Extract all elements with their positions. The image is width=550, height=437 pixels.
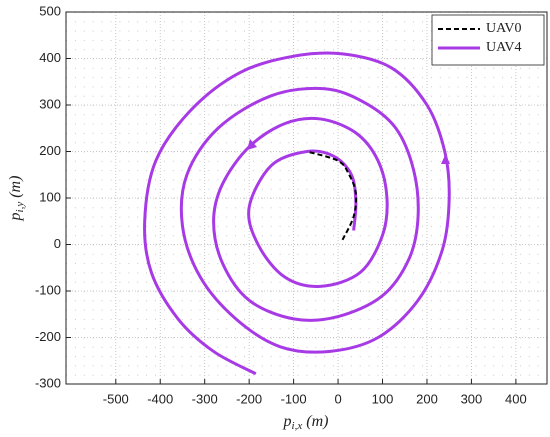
legend-label: UAV0 xyxy=(486,21,522,36)
y-tick-label: 200 xyxy=(39,143,61,158)
series-line xyxy=(306,150,358,241)
direction-arrow xyxy=(247,139,257,150)
y-tick-label: -200 xyxy=(35,329,61,344)
x-tick-label: 200 xyxy=(416,391,438,406)
y-tick-label: 100 xyxy=(39,189,61,204)
y-tick-label: 400 xyxy=(39,50,61,65)
x-tick-label: 100 xyxy=(372,391,394,406)
x-tick-label: -100 xyxy=(281,391,307,406)
y-tick-label: -100 xyxy=(35,282,61,297)
y-label-unit: (m) xyxy=(7,176,24,198)
x-tick-label: 400 xyxy=(505,391,527,406)
legend: UAV0 UAV4 xyxy=(431,14,545,66)
x-tick-label: 0 xyxy=(334,391,341,406)
legend-box xyxy=(431,14,545,66)
x-axis-label: pi,x (m) xyxy=(283,413,329,432)
x-label-unit: (m) xyxy=(306,413,328,430)
x-tick-label: 300 xyxy=(461,391,483,406)
lines xyxy=(143,51,451,376)
x-label-sub: i,x xyxy=(292,420,303,432)
y-tick-label: 300 xyxy=(39,96,61,111)
y-label-sub: i,y xyxy=(14,202,26,213)
x-tick-label: -200 xyxy=(236,391,262,406)
x-tick-label: -500 xyxy=(103,391,129,406)
x-tick-label: -300 xyxy=(192,391,218,406)
legend-label: UAV4 xyxy=(486,40,522,55)
y-tick-label: -300 xyxy=(35,375,61,390)
x-tick-label: -400 xyxy=(147,391,173,406)
y-label-main: p xyxy=(7,212,24,221)
y-tick-label: 500 xyxy=(39,3,61,18)
series-line xyxy=(143,51,451,376)
y-axis-label: pi,y (m) xyxy=(7,176,26,222)
direction-arrow xyxy=(441,154,450,164)
y-tick-label: 0 xyxy=(54,236,61,251)
ticks: -500 -400 -300 -200 -100 0 100 200 300 400 -300 -20… xyxy=(35,3,527,406)
x-label-main: p xyxy=(283,413,292,430)
